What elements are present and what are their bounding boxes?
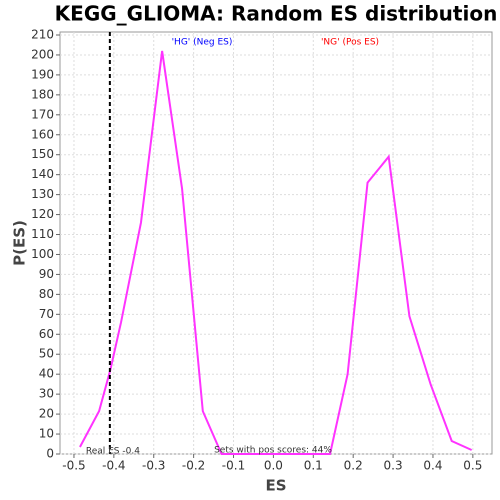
y-tick-label: 30	[39, 387, 54, 401]
pos-label: 'NG' (Pos ES)	[321, 38, 379, 48]
x-tick-label: -0.5	[62, 459, 85, 473]
y-tick-label: 70	[39, 307, 54, 321]
plot-area	[59, 31, 493, 455]
x-tick-label: 0.0	[264, 459, 283, 473]
y-tick-label: 50	[39, 347, 54, 361]
y-tick-label: 180	[31, 87, 54, 101]
x-tick-label: -0.4	[102, 459, 125, 473]
y-tick-label: 40	[39, 367, 54, 381]
pos-scores-note: Sets with pos scores: 44%	[214, 446, 332, 456]
x-tick-label: 0.5	[463, 459, 482, 473]
y-tick-label: 210	[31, 27, 54, 41]
chart-title: KEGG_GLIOMA: Random ES distribution	[55, 2, 498, 26]
y-tick-label: 110	[31, 227, 54, 241]
y-tick-label: 160	[31, 127, 54, 141]
x-tick-label: 0.1	[304, 459, 323, 473]
y-tick-label: 10	[39, 427, 54, 441]
y-tick-label: 200	[31, 47, 54, 61]
y-tick-label: 60	[39, 327, 54, 341]
x-tick-label: 0.2	[344, 459, 363, 473]
y-tick-label: 0	[46, 447, 54, 461]
x-tick-label: -0.1	[222, 459, 245, 473]
y-axis-title: P(ES)	[11, 220, 29, 266]
y-tick-label: 140	[31, 167, 54, 181]
y-tick-label: 20	[39, 407, 54, 421]
data-line	[79, 50, 473, 455]
y-tick-label: 120	[31, 207, 54, 221]
y-tick-label: 190	[31, 67, 54, 81]
y-tick-label: 130	[31, 187, 54, 201]
x-tick-label: -0.3	[142, 459, 165, 473]
y-tick-label: 80	[39, 287, 54, 301]
neg-label: 'HG' (Neg ES)	[172, 38, 233, 48]
y-tick-label: 90	[39, 267, 54, 281]
x-tick-label: -0.2	[182, 459, 205, 473]
real-es-label: Real ES -0.4	[86, 447, 140, 457]
y-tick-label: 150	[31, 147, 54, 161]
x-axis-title: ES	[265, 477, 286, 495]
y-tick-label: 170	[31, 107, 54, 121]
y-tick-label: 100	[31, 247, 54, 261]
x-tick-label: 0.3	[384, 459, 403, 473]
x-tick-label: 0.4	[423, 459, 442, 473]
